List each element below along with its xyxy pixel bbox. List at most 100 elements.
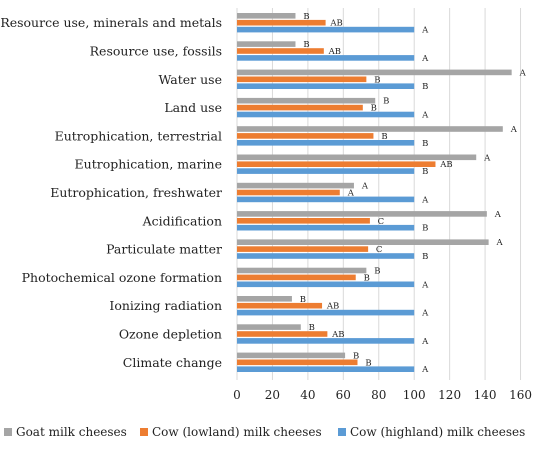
bar-data-label: AB (329, 19, 342, 29)
category-label: Ionizing radiation (109, 298, 222, 313)
bar-data-label: B (300, 295, 306, 305)
bar-data-label: B (422, 224, 428, 234)
bar-data-label: B (374, 267, 380, 277)
legend-swatch (338, 428, 346, 436)
x-tick-label: 120 (438, 388, 461, 402)
bar (237, 26, 415, 33)
legend-item: Cow (lowland) milk cheeses (140, 425, 322, 439)
bar-data-label: C (378, 217, 385, 227)
bar-data-label: B (383, 97, 389, 107)
x-tick-label: 100 (403, 388, 426, 402)
bar (237, 55, 415, 61)
bar-data-label: A (421, 195, 429, 205)
bar-data-label: A (421, 309, 429, 319)
bar (237, 309, 415, 316)
legend-swatch (140, 428, 148, 436)
x-tick-label: 40 (300, 388, 315, 402)
legend-swatch (4, 428, 12, 436)
bar-data-label: B (309, 323, 315, 333)
bar (237, 168, 415, 174)
category-group: BB A (237, 351, 429, 375)
bar-data-label: A (510, 125, 518, 135)
bar (237, 104, 363, 111)
category-label: Particulate matter (106, 242, 222, 257)
bar-data-label: AB (328, 47, 341, 57)
category-label: Eutrophication, marine (75, 157, 222, 172)
category-group: A B B (237, 125, 518, 149)
legend-item: Cow (highland) milk cheeses (338, 425, 525, 439)
category-group: BB A (237, 267, 429, 290)
category-label: Ozone depletion (119, 327, 222, 342)
category-label: Land use (164, 100, 222, 115)
bar-data-label: C (376, 245, 383, 255)
category-group: B AB A (237, 295, 429, 319)
x-tick-label: 80 (371, 388, 386, 402)
bar (237, 246, 369, 252)
bar-data-label: B (353, 351, 359, 361)
bar (237, 140, 415, 146)
bar (237, 274, 356, 281)
bar-data-label: B (374, 75, 380, 85)
bar-data-label: B (303, 12, 309, 22)
bar (237, 41, 296, 47)
x-tick-label: 160 (509, 388, 532, 402)
bar-data-label: A (421, 337, 429, 347)
category-label: Resource use, fossils (90, 44, 222, 59)
bar-data-label: B (381, 132, 387, 142)
bar (237, 133, 374, 139)
bar (237, 196, 415, 203)
bar-data-label: A (421, 280, 429, 290)
legend-item: Goat milk cheeses (4, 425, 127, 439)
bar-data-label: A (496, 238, 504, 248)
bar-data-label: B (303, 40, 309, 50)
bar (237, 239, 489, 245)
bar (237, 83, 415, 89)
bar-data-label: AB (326, 302, 339, 312)
category-group: B AB A (237, 12, 429, 36)
bar (237, 302, 323, 309)
category-group: BB A (237, 97, 429, 121)
category-label: Resource use, minerals and metals (0, 15, 222, 30)
bar-data-label: A (421, 111, 429, 121)
legend-label: Goat milk cheeses (16, 425, 127, 439)
category-label: Eutrophication, terrestrial (55, 128, 222, 143)
category-group: B AB A (237, 323, 429, 347)
bar-data-label: AB (331, 330, 344, 340)
bar (237, 267, 367, 274)
category-label: Water use (159, 72, 222, 87)
category-group: B AB A (237, 40, 429, 64)
bar (237, 281, 415, 288)
category-labels: Resource use, minerals and metals Resourc… (0, 15, 222, 370)
bar-data-label: B (371, 104, 377, 114)
bar (237, 48, 324, 54)
bar (237, 296, 292, 302)
category-group: A B B (237, 68, 527, 92)
bar (237, 111, 415, 118)
bar (237, 224, 415, 231)
bar (237, 338, 415, 344)
bar (237, 69, 512, 76)
bar (237, 19, 326, 26)
bar-data-label: B (365, 358, 371, 368)
category-group: A AB B (237, 153, 491, 177)
bar (237, 126, 503, 132)
legend-label: Cow (highland) milk cheeses (350, 425, 525, 439)
category-label: Climate change (123, 355, 222, 370)
bar-data-label: A (483, 153, 491, 163)
bar (237, 359, 358, 366)
category-group: A C B (237, 238, 504, 262)
category-label: Acidification (142, 213, 222, 228)
bar (237, 161, 436, 167)
category-label: Photochemical ozone formation (22, 270, 222, 285)
x-tick-label: 0 (233, 388, 241, 402)
bar-data-label: A (421, 54, 429, 64)
bar (237, 13, 296, 19)
bar (237, 182, 354, 189)
bar (237, 211, 487, 217)
category-group: A C B (237, 210, 502, 234)
x-tick-label: 140 (474, 388, 497, 402)
bar-data-label: A (361, 182, 369, 192)
bar-data-label: B (364, 273, 370, 283)
bar (237, 331, 328, 337)
